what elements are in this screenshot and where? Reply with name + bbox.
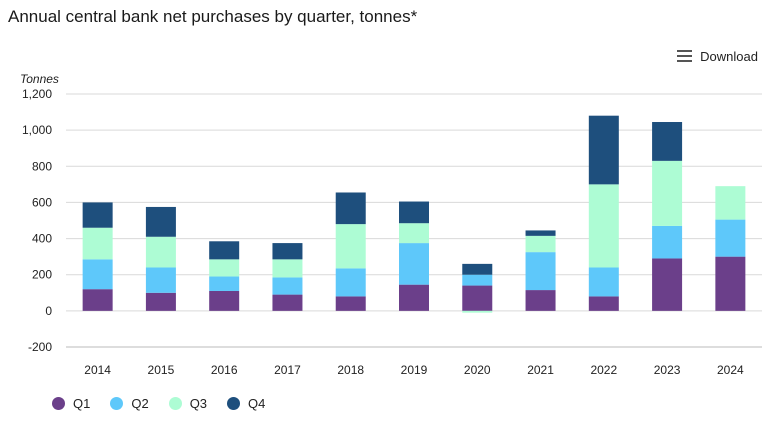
legend-swatch — [110, 397, 124, 410]
legend-item-q4[interactable]: Q4 — [227, 396, 265, 411]
x-tick-label: 2015 — [148, 363, 175, 377]
legend-item-q3[interactable]: Q3 — [168, 396, 208, 411]
x-tick-label: 2019 — [401, 363, 428, 377]
download-button[interactable]: Download — [677, 47, 758, 65]
bar-segment-q4 — [209, 241, 240, 260]
download-label: Download — [700, 48, 758, 64]
y-tick-label: -200 — [28, 340, 52, 354]
bar-segment-q3 — [82, 227, 113, 260]
bar-segment-q2 — [588, 267, 619, 297]
x-tick-label: 2023 — [654, 363, 681, 377]
bar-segment-q2 — [652, 225, 683, 259]
x-tick-label: 2022 — [590, 363, 617, 377]
bar-segment-q2 — [82, 259, 113, 290]
bar-segment-q3 — [272, 259, 303, 278]
bar-segment-q1 — [588, 296, 619, 311]
legend-swatch — [227, 397, 241, 410]
bar-segment-q2 — [525, 252, 556, 291]
legend-swatch — [52, 397, 65, 410]
legend-label: Q4 — [248, 396, 266, 411]
bar-segment-q2 — [209, 276, 240, 291]
x-tick-label: 2014 — [84, 363, 111, 377]
y-tick-label: 1,000 — [22, 123, 52, 137]
legend-label: Q3 — [189, 396, 208, 411]
bar-segment-q2 — [462, 274, 493, 286]
y-tick-label: 800 — [32, 159, 52, 173]
bar-segment-q4 — [145, 206, 176, 237]
legend-swatch — [168, 397, 182, 410]
bar-segment-q4 — [525, 230, 556, 236]
bar-segment-q2 — [335, 268, 366, 297]
y-tick-label: 0 — [45, 304, 52, 318]
bar-segment-q2 — [399, 243, 429, 285]
bar-segment-q3 — [399, 223, 429, 244]
x-tick-label: 2018 — [337, 363, 364, 377]
legend-label: Q2 — [131, 396, 149, 411]
bar-segment-q3 — [525, 235, 556, 253]
bar-segment-q2 — [272, 277, 303, 295]
bar-segment-q1 — [272, 294, 303, 311]
legend-item-q2[interactable]: Q2 — [110, 396, 149, 411]
bar-segment-q1 — [462, 285, 493, 311]
bar-segment-q3 — [588, 184, 619, 268]
bar-segment-q4 — [462, 263, 493, 275]
x-tick-label: 2016 — [211, 363, 238, 377]
bar-segment-q4 — [335, 192, 366, 225]
y-axis-title: Tonnes — [20, 72, 59, 86]
chart-legend: Q1 Q2 Q3 Q4 — [52, 396, 285, 411]
bar-segment-q4 — [588, 115, 619, 185]
x-tick-label: 2021 — [527, 363, 554, 377]
y-tick-label: 200 — [32, 268, 52, 282]
bar-segment-q1 — [715, 256, 746, 311]
bar-segment-q3 — [652, 160, 683, 226]
bar-segment-q3 — [462, 310, 493, 313]
bar-segment-q1 — [399, 284, 429, 311]
bar-segment-q1 — [335, 296, 366, 311]
bar-segment-q4 — [272, 243, 303, 260]
bar-segment-q3 — [145, 236, 176, 268]
bar-segment-q1 — [652, 258, 683, 311]
bar-segment-q1 — [82, 289, 113, 311]
bar-segment-q3 — [209, 259, 240, 277]
bar-segment-q4 — [652, 122, 683, 161]
x-tick-label: 2024 — [717, 363, 744, 377]
x-tick-label: 2017 — [274, 363, 301, 377]
y-tick-label: 400 — [32, 232, 52, 246]
x-tick-label: 2020 — [464, 363, 491, 377]
bar-segment-q2 — [145, 267, 176, 293]
legend-label: Q1 — [73, 396, 91, 411]
y-tick-label: 1,200 — [22, 87, 52, 101]
chart-title: Annual central bank net purchases by qua… — [8, 7, 418, 26]
y-tick-label: 600 — [32, 195, 52, 209]
bar-segment-q1 — [145, 292, 176, 311]
bar-segment-q4 — [399, 201, 429, 224]
bar-segment-q4 — [82, 202, 113, 228]
legend-item-q1[interactable]: Q1 — [52, 396, 90, 411]
bar-segment-q2 — [715, 219, 746, 257]
menu-icon — [677, 47, 693, 65]
bar-segment-q3 — [335, 224, 366, 269]
bar-segment-q3 — [715, 186, 746, 220]
bar-segment-q1 — [209, 290, 240, 311]
bar-segment-q1 — [525, 290, 556, 311]
